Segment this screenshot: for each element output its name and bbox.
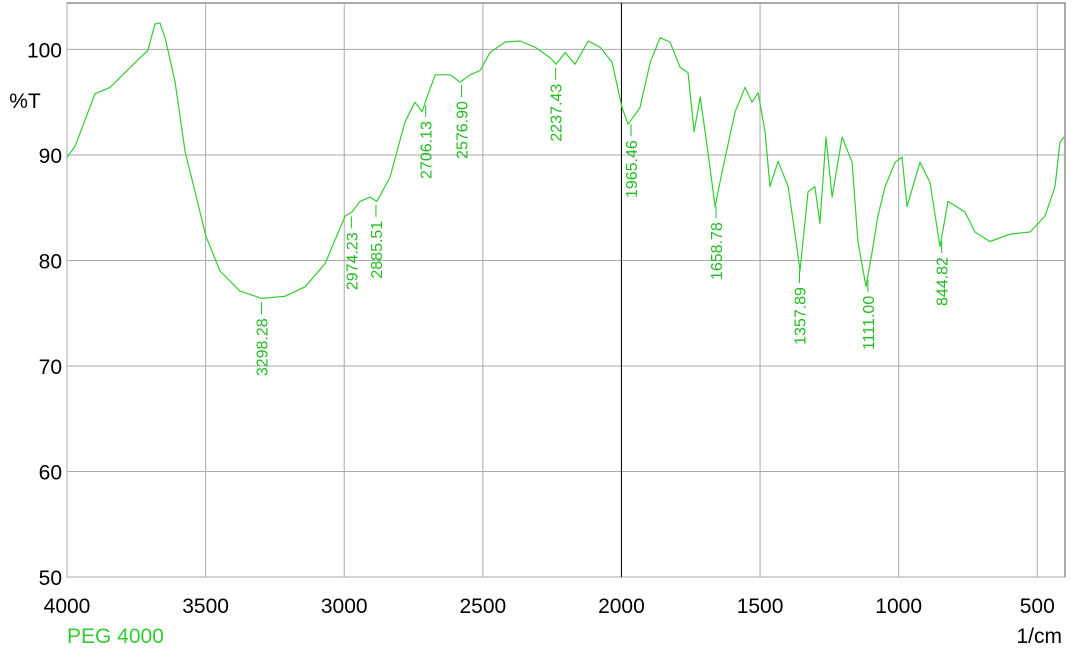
- peak-label: 2885.51: [369, 221, 386, 279]
- peak-label: 1111.00: [861, 296, 878, 350]
- x-tick-label: 2000: [598, 595, 645, 618]
- x-tick-label: 4000: [44, 595, 91, 618]
- peak-label: 3298.28: [255, 318, 272, 376]
- x-axis-label: 1/cm: [1016, 625, 1062, 648]
- y-tick-label: 100: [27, 39, 62, 62]
- peak-label: 1658.78: [709, 222, 726, 280]
- x-tick-label: 2500: [459, 595, 506, 618]
- spectrum-line: [66, 22, 1065, 299]
- y-tick-label: 50: [39, 567, 62, 590]
- y-tick-label: 80: [39, 250, 62, 273]
- peak-label: 2576.90: [455, 101, 472, 159]
- x-tick-label: 500: [1020, 595, 1055, 618]
- peak-label: 844.82: [935, 257, 952, 306]
- peak-label: 2974.23: [344, 232, 361, 290]
- x-tick-label: 3000: [321, 595, 368, 618]
- peak-label: 2706.13: [419, 121, 436, 179]
- y-axis-label: %T: [9, 90, 41, 113]
- legend-label: PEG 4000: [67, 625, 164, 648]
- y-tick-label: 60: [39, 461, 62, 484]
- peak-label: 1357.89: [792, 287, 809, 345]
- y-tick-label: 70: [39, 356, 62, 379]
- peak-label: 1965.46: [624, 140, 641, 198]
- x-tick-label: 3500: [182, 595, 229, 618]
- peak-label: 2237.43: [549, 84, 566, 142]
- x-tick-label: 1000: [875, 595, 922, 618]
- x-tick-label: 1500: [737, 595, 784, 618]
- y-tick-label: 90: [39, 145, 62, 168]
- plot-frame: [66, 2, 1066, 578]
